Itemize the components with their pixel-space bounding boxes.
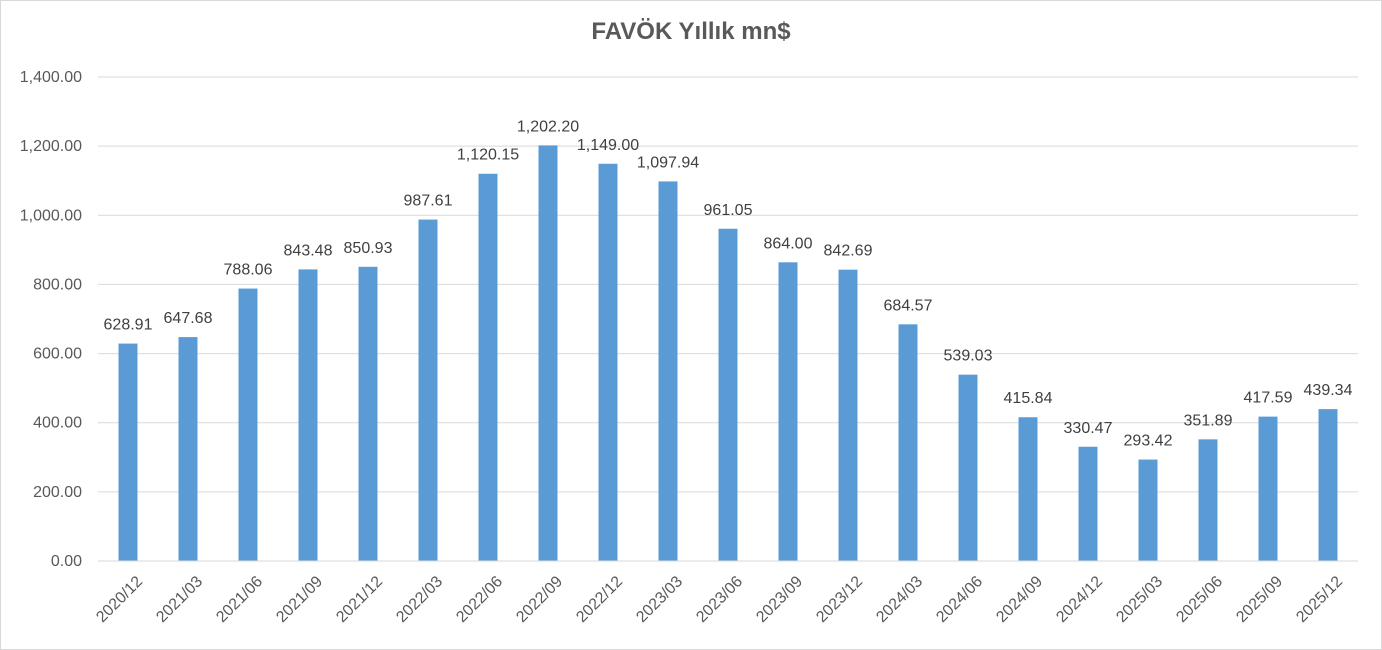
y-tick-label: 200.00 bbox=[33, 484, 82, 501]
x-tick-label: 2022/12 bbox=[573, 573, 626, 626]
y-tick-label: 800.00 bbox=[33, 276, 82, 293]
data-label: 628.91 bbox=[104, 317, 153, 334]
data-label: 864.00 bbox=[764, 235, 813, 252]
bar bbox=[718, 228, 738, 561]
data-label: 417.59 bbox=[1244, 390, 1293, 407]
data-label: 647.68 bbox=[164, 310, 213, 327]
x-tick-label: 2023/06 bbox=[693, 573, 746, 626]
x-tick-label: 2023/09 bbox=[753, 573, 806, 626]
x-tick-label: 2021/09 bbox=[273, 573, 326, 626]
data-label: 1,120.15 bbox=[457, 147, 519, 164]
data-label: 842.69 bbox=[824, 243, 873, 260]
bar bbox=[838, 269, 858, 561]
bar bbox=[958, 374, 978, 561]
data-label: 330.47 bbox=[1064, 420, 1113, 437]
bar bbox=[658, 181, 678, 561]
y-tick-label: 400.00 bbox=[33, 415, 82, 432]
bar bbox=[778, 262, 798, 561]
x-tick-label: 2025/12 bbox=[1293, 573, 1346, 626]
data-label: 415.84 bbox=[1004, 390, 1053, 407]
bar bbox=[178, 337, 198, 561]
bar bbox=[598, 163, 618, 561]
data-label: 1,097.94 bbox=[637, 154, 699, 171]
data-label: 293.42 bbox=[1124, 433, 1173, 450]
bar bbox=[538, 145, 558, 562]
bar bbox=[238, 288, 258, 561]
x-tick-label: 2024/09 bbox=[993, 573, 1046, 626]
y-tick-label: 1,400.00 bbox=[20, 69, 82, 86]
x-tick-label: 2021/03 bbox=[153, 573, 206, 626]
bar bbox=[1258, 416, 1278, 561]
bar bbox=[298, 269, 318, 561]
x-tick-label: 2021/06 bbox=[213, 573, 266, 626]
y-tick-label: 0.00 bbox=[51, 553, 82, 570]
bar bbox=[418, 219, 438, 562]
x-tick-label: 2020/12 bbox=[93, 573, 146, 626]
data-label: 788.06 bbox=[224, 262, 273, 279]
x-tick-label: 2021/12 bbox=[333, 573, 386, 626]
bar bbox=[358, 266, 378, 561]
bar bbox=[478, 173, 498, 561]
data-label: 1,202.20 bbox=[517, 118, 579, 135]
data-label: 351.89 bbox=[1184, 412, 1233, 429]
x-tick-label: 2023/03 bbox=[633, 573, 686, 626]
bar bbox=[1018, 417, 1038, 561]
x-tick-label: 2025/09 bbox=[1233, 573, 1286, 626]
bar bbox=[1078, 446, 1098, 561]
x-tick-label: 2022/06 bbox=[453, 573, 506, 626]
x-tick-label: 2022/09 bbox=[513, 573, 566, 626]
y-tick-label: 1,200.00 bbox=[20, 138, 82, 155]
y-tick-label: 1,000.00 bbox=[20, 207, 82, 224]
y-tick-label: 600.00 bbox=[33, 346, 82, 363]
bar bbox=[1138, 459, 1158, 561]
data-label: 843.48 bbox=[284, 242, 333, 259]
data-label: 439.34 bbox=[1304, 382, 1353, 399]
data-label: 684.57 bbox=[884, 297, 933, 314]
bar bbox=[1318, 409, 1338, 561]
x-tick-label: 2025/06 bbox=[1173, 573, 1226, 626]
bar bbox=[118, 343, 138, 561]
x-tick-label: 2023/12 bbox=[813, 573, 866, 626]
bar bbox=[898, 324, 918, 561]
x-tick-label: 2024/12 bbox=[1053, 573, 1106, 626]
data-label: 961.05 bbox=[704, 202, 753, 219]
chart-title: FAVÖK Yıllık mn$ bbox=[591, 18, 791, 45]
bar bbox=[1198, 439, 1218, 561]
data-label: 987.61 bbox=[404, 193, 453, 210]
x-tick-label: 2025/03 bbox=[1113, 573, 1166, 626]
data-label: 1,149.00 bbox=[577, 137, 639, 154]
x-tick-label: 2024/06 bbox=[933, 573, 986, 626]
x-tick-label: 2024/03 bbox=[873, 573, 926, 626]
x-tick-label: 2022/03 bbox=[393, 573, 446, 626]
data-label: 850.93 bbox=[344, 240, 393, 257]
data-label: 539.03 bbox=[944, 348, 993, 365]
